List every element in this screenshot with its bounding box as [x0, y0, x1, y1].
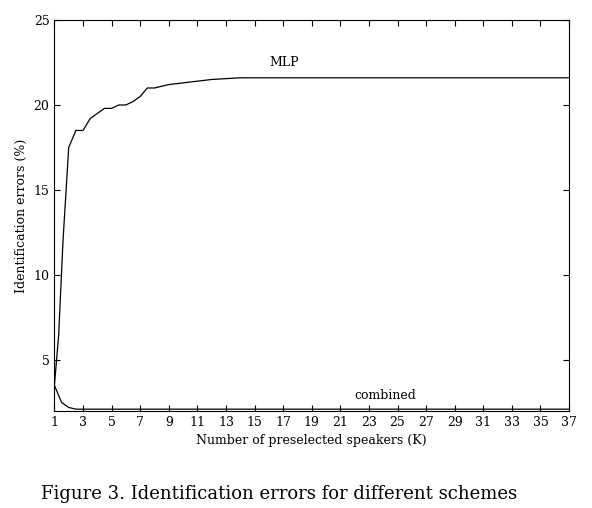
Text: MLP: MLP: [269, 56, 298, 69]
Text: Figure 3. Identification errors for different schemes: Figure 3. Identification errors for diff…: [41, 485, 517, 503]
Y-axis label: Identification errors (%): Identification errors (%): [15, 138, 28, 293]
X-axis label: Number of preselected speakers (K): Number of preselected speakers (K): [197, 434, 427, 447]
Text: combined: combined: [355, 389, 417, 402]
